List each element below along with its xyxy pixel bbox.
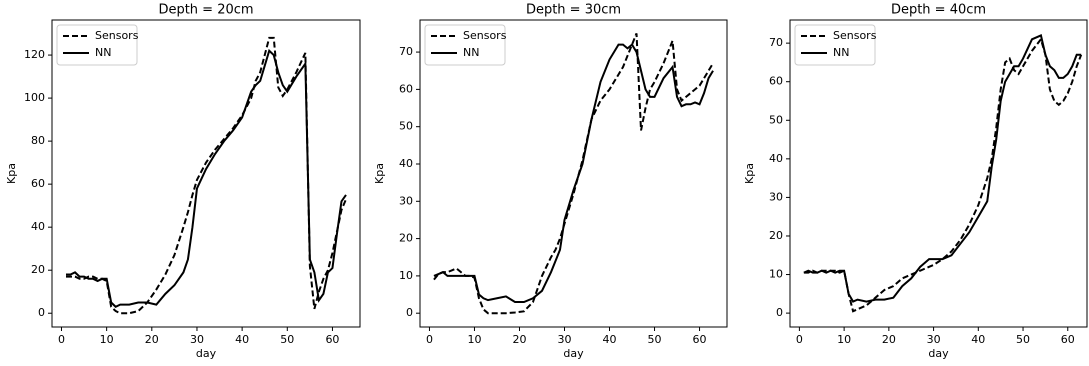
y-tick-label: 60 (399, 82, 413, 95)
x-tick-label: 60 (693, 333, 707, 346)
panel: Depth = 40cm day Kpa 0 10 20 30 40 50 60 0 10 20 30 40… (743, 3, 1088, 360)
x-axis-label: day (928, 347, 949, 360)
y-tick-label: 70 (769, 36, 783, 49)
y-tick-label: 40 (769, 152, 783, 165)
y-tick-label: 20 (399, 232, 413, 245)
x-tick-label: 0 (426, 333, 433, 346)
x-tick-label: 0 (796, 333, 803, 346)
series-line (66, 36, 347, 315)
legend-label: NN (95, 46, 111, 59)
chart-title: Depth = 40cm (891, 3, 986, 18)
x-tick-label: 20 (145, 333, 159, 346)
x-tick-label: 10 (837, 333, 851, 346)
y-tick-label: 30 (399, 194, 413, 207)
y-tick-label: 30 (769, 190, 783, 203)
y-tick-label: 70 (399, 45, 413, 58)
series-line (803, 34, 1082, 303)
y-tick-label: 0 (406, 306, 413, 319)
chart-title: Depth = 30cm (526, 3, 621, 18)
x-axis-label: day (196, 347, 217, 360)
series-line (433, 33, 714, 315)
y-tick-label: 60 (31, 177, 45, 190)
series-line (433, 43, 714, 304)
y-axis-label: Kpa (5, 163, 18, 184)
plot-frame (789, 19, 1088, 328)
series-line (66, 48, 347, 308)
x-tick-label: 50 (1016, 333, 1030, 346)
x-tick-label: 60 (1061, 333, 1075, 346)
legend-label: Sensors (833, 29, 877, 42)
chart-title: Depth = 20cm (158, 3, 253, 18)
x-tick-label: 30 (927, 333, 941, 346)
y-tick-label: 60 (769, 75, 783, 88)
y-tick-label: 40 (399, 157, 413, 170)
x-tick-label: 10 (467, 333, 481, 346)
plot-frame (51, 19, 361, 328)
y-tick-label: 20 (31, 263, 45, 276)
x-tick-label: 10 (100, 333, 114, 346)
x-tick-label: 50 (280, 333, 294, 346)
x-tick-label: 20 (512, 333, 526, 346)
y-tick-label: 50 (399, 120, 413, 133)
y-axis-label: Kpa (743, 163, 756, 184)
y-tick-label: 0 (38, 306, 45, 319)
legend-label: Sensors (463, 29, 507, 42)
legend-label: Sensors (95, 29, 139, 42)
legend-label: NN (833, 46, 849, 59)
y-tick-label: 0 (776, 306, 783, 319)
x-tick-label: 0 (58, 333, 65, 346)
x-tick-label: 30 (557, 333, 571, 346)
plot-frame (419, 19, 728, 328)
y-tick-label: 10 (769, 268, 783, 281)
panel: Depth = 20cm day Kpa 0 10 20 30 40 50 60 0 20 40 60 80… (5, 3, 361, 360)
y-tick-label: 40 (31, 220, 45, 233)
x-tick-label: 40 (971, 333, 985, 346)
y-tick-label: 20 (769, 229, 783, 242)
x-tick-label: 60 (325, 333, 339, 346)
x-tick-label: 50 (648, 333, 662, 346)
y-tick-label: 120 (24, 48, 45, 61)
x-tick-label: 30 (190, 333, 204, 346)
panel: Depth = 30cm day Kpa 0 10 20 30 40 50 60 0 10 20 30 40… (373, 3, 728, 360)
y-tick-label: 100 (24, 91, 45, 104)
series-line (803, 37, 1083, 313)
legend-label: NN (463, 46, 479, 59)
x-tick-label: 40 (235, 333, 249, 346)
x-tick-label: 20 (882, 333, 896, 346)
y-tick-label: 80 (31, 134, 45, 147)
y-axis-label: Kpa (373, 163, 386, 184)
x-tick-label: 40 (603, 333, 617, 346)
y-tick-label: 50 (769, 113, 783, 126)
y-tick-label: 10 (399, 269, 413, 282)
x-axis-label: day (563, 347, 584, 360)
